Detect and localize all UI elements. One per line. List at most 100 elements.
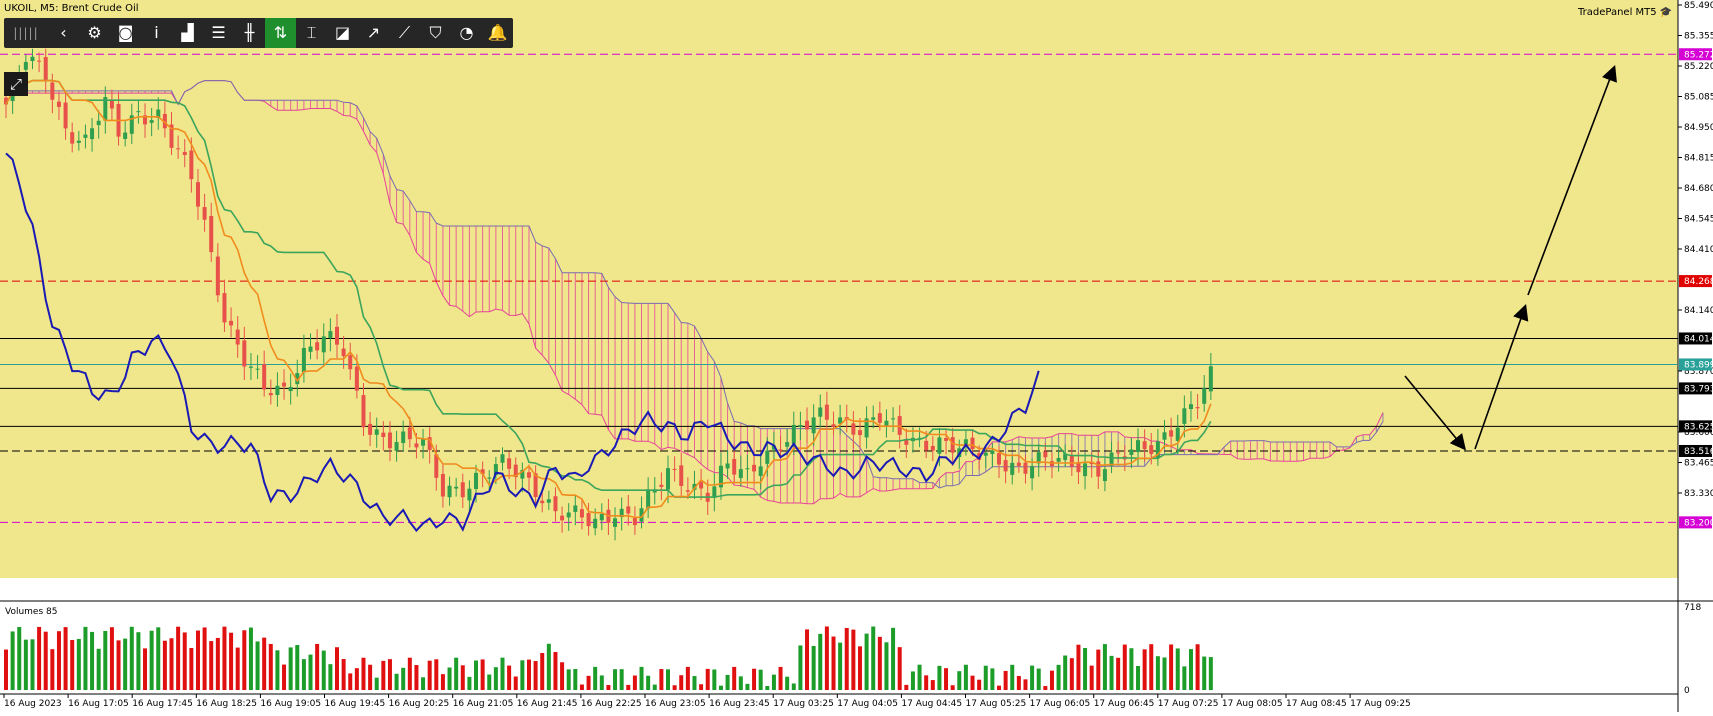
volume-bar [308,654,313,690]
volume-bar [626,684,631,690]
candle-body [1129,449,1134,455]
candle-body [447,485,452,498]
shield-icon[interactable]: ⛉ [429,23,442,42]
candle-body [586,513,591,527]
grip-handle[interactable]: ||||| [13,26,39,40]
volume-bar [1208,657,1213,690]
volume-bar [1182,666,1187,690]
candle-body [666,468,670,490]
volume-bar [328,664,333,690]
candle-body [877,413,882,423]
volume-bar [255,641,260,690]
volume-bar [123,638,128,690]
volume-bar [1169,644,1174,690]
candle-body [83,134,88,138]
volume-bar [798,645,803,690]
candle-body [308,346,313,352]
candles-icon[interactable]: ╫ [244,23,255,42]
time-tick-label: 17 Aug 05:25 [966,699,1027,709]
candle-body [904,439,909,445]
candle-body [189,150,194,180]
price-tick-label: 84.680 [1684,184,1713,194]
volume-bar [394,673,399,690]
bar-chart-icon[interactable]: ▟ [181,23,194,42]
candle-body [162,113,167,129]
candle-body [851,423,856,435]
candle-body [30,56,35,62]
candle-body [1069,455,1074,467]
volume-bar [209,641,214,690]
time-tick-label: 16 Aug 19:05 [260,699,321,709]
price-tick-label: 84.950 [1684,123,1713,133]
candle-body [1016,462,1021,466]
volume-pane: Volumes 85 [4,607,1213,690]
eraser-icon[interactable]: ◪ [334,23,351,42]
volume-bar [70,640,75,690]
measure-icon[interactable]: ⌶ [306,23,317,42]
volume-bar [560,662,565,690]
candle-body [407,427,412,440]
candle-body [718,465,723,488]
candle-body [553,496,558,512]
camera-icon[interactable]: ◙ [117,23,134,42]
candle-body [646,489,651,509]
candle-body [1102,469,1107,482]
list-icon[interactable]: ☰ [211,23,226,42]
price-tick-label: 85.085 [1684,93,1713,103]
level-label: 83.793 [1684,384,1713,394]
candle-body [354,366,359,391]
volume-bar [778,666,783,690]
trend-lines-icon[interactable]: ⟋ [398,23,411,42]
candle-body [632,518,637,526]
trend-up-icon[interactable]: ↗ [366,23,381,42]
back-chevron-icon[interactable]: ‹ [60,23,67,42]
candle-body [282,382,287,387]
candle-body [37,60,42,62]
volume-bar [884,642,889,690]
volume-bar [639,666,644,690]
gear-icon[interactable]: ⚙ [87,23,102,42]
candle-body [361,395,366,428]
volume-bar [1116,657,1121,690]
volume-bar [1122,644,1127,690]
candle-body [414,443,419,448]
pie-icon[interactable]: ◔ [459,23,474,42]
time-tick-label: 16 Aug 23:45 [709,699,770,709]
volume-bar [831,636,836,690]
volume-bar [526,659,531,690]
candle-body [983,452,988,456]
volume-bar [156,627,161,690]
candle-body [109,100,114,109]
level-label-box [1679,444,1712,457]
level-label: 84.268 [1684,277,1713,287]
candle-body [440,473,445,497]
chart-below-area [0,578,1678,600]
info-icon[interactable]: i [154,23,159,42]
tradepanel-text: TradePanel MT5 [1578,7,1657,18]
candle-body [526,472,531,478]
volume-bar [897,647,902,690]
candle-body [348,355,353,370]
volume-bar [877,636,882,690]
volume-bar [143,648,148,690]
candle-body [427,437,432,450]
volume-bar [685,666,690,690]
expand-icon[interactable]: ⤢ [4,72,28,96]
candle-body [176,148,181,150]
volume-axis: 718 0 [1684,603,1701,696]
horizontal-levels [0,53,1678,523]
bell-icon[interactable]: 🔔 [487,23,508,42]
volume-bar [182,632,187,690]
volume-bar [43,631,48,690]
volume-bar [37,626,42,690]
time-tick-label: 17 Aug 09:25 [1350,699,1411,709]
price-tick-label: 84.545 [1684,215,1713,225]
volume-bar [752,668,757,690]
volume-bar [242,630,247,690]
candle-body [619,508,624,518]
trade-toggle-icon[interactable]: ⇅ [265,18,296,48]
candle-body [1169,430,1174,437]
volume-bar [1102,644,1107,690]
tradepanel-label[interactable]: TradePanel MT5 🎓 [1578,7,1672,18]
